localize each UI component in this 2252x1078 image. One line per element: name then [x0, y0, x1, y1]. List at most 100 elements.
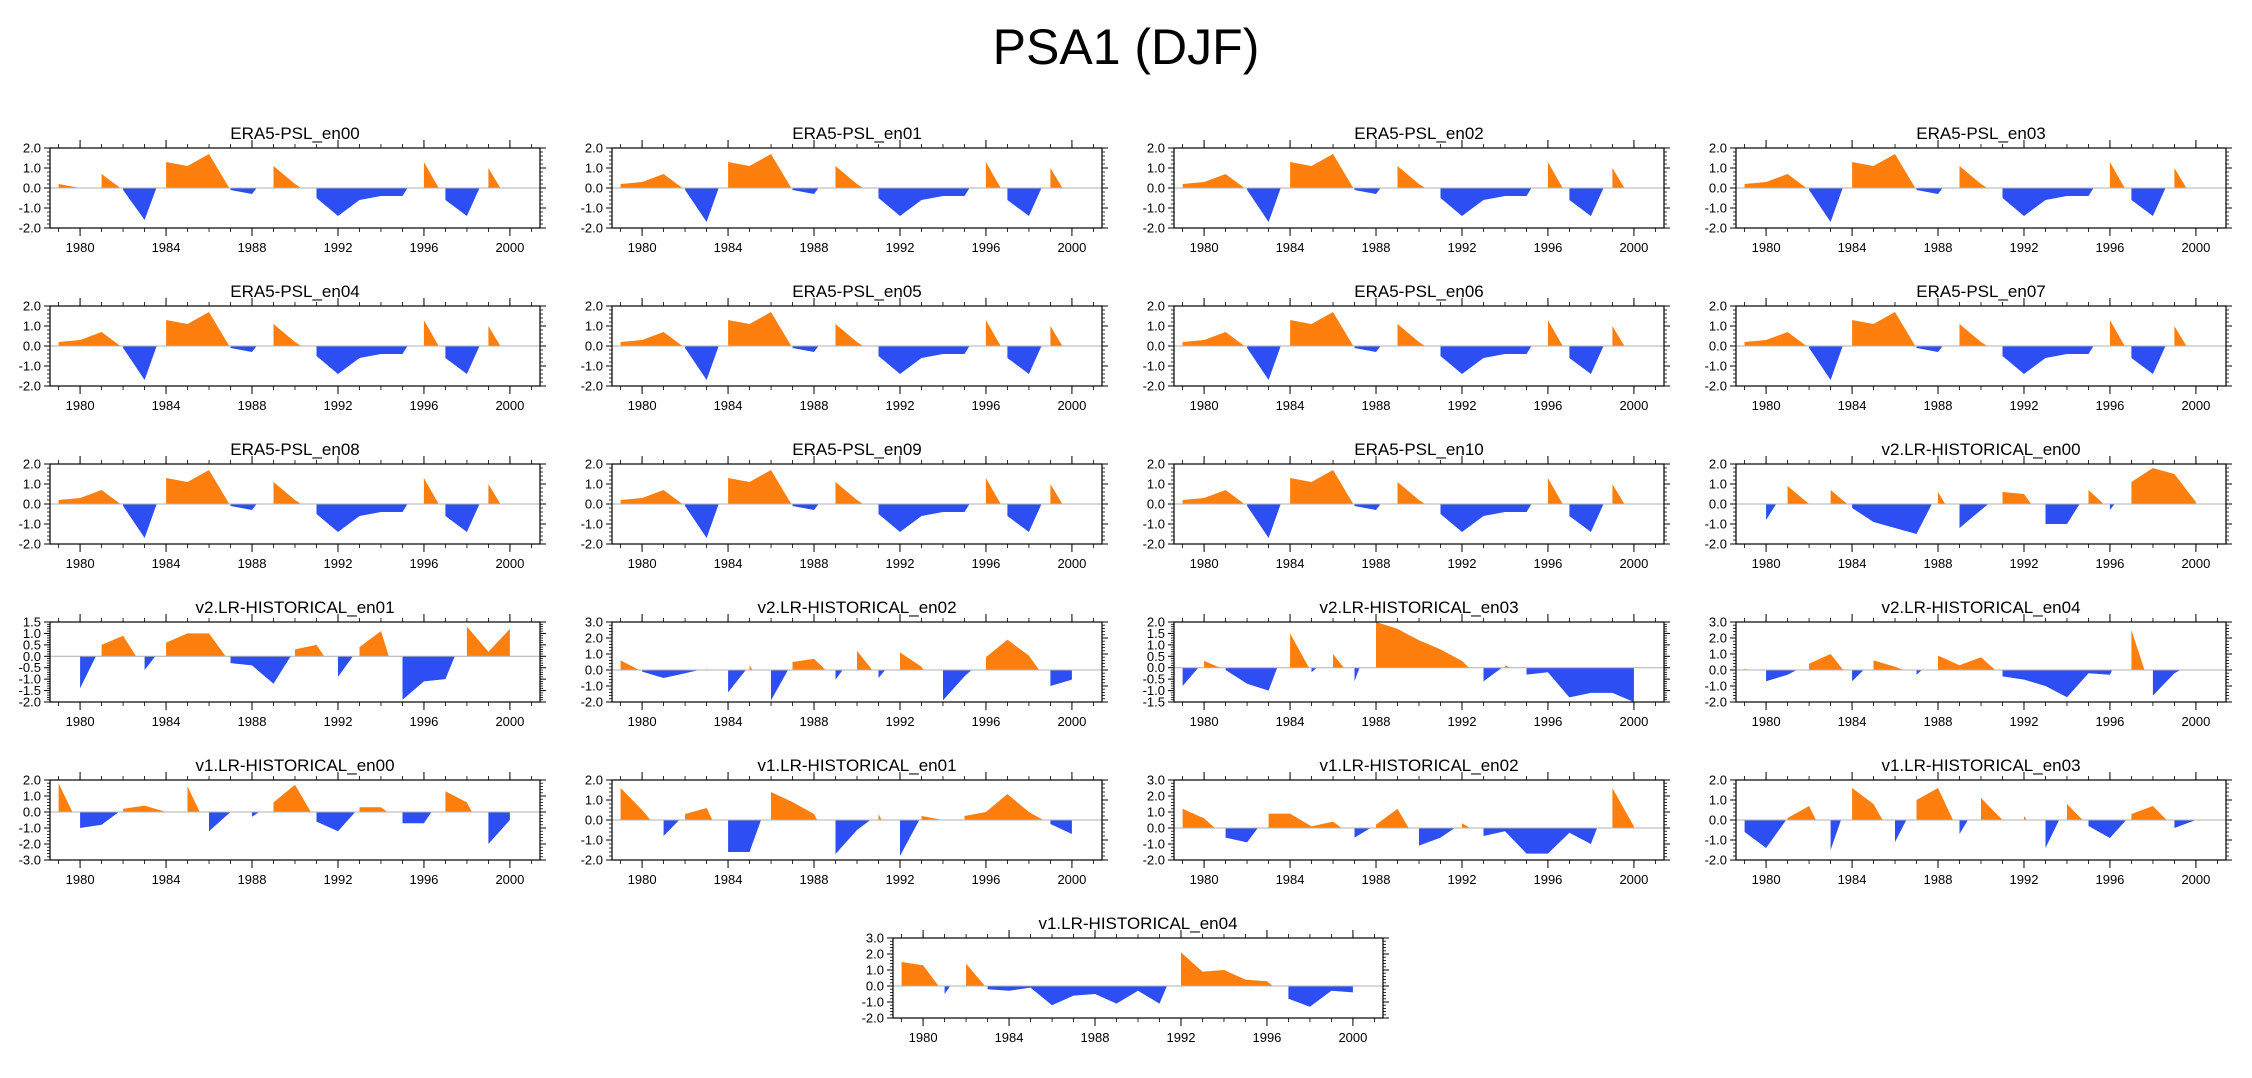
positive-anomaly-area	[1333, 654, 1344, 668]
negative-anomaly-area	[878, 188, 970, 216]
negative-anomaly-area	[445, 346, 480, 374]
x-tick-label: 1988	[1924, 240, 1953, 255]
x-tick-label: 1992	[886, 872, 915, 887]
positive-anomaly-area	[1290, 470, 1354, 504]
y-tick-label: 1.0	[23, 161, 41, 176]
positive-anomaly-area	[1744, 332, 1807, 346]
x-tick-label: 1988	[238, 240, 267, 255]
x-tick-label: 1984	[152, 872, 181, 887]
y-tick-label: -1.0	[1143, 201, 1165, 216]
y-tick-label: 2.0	[23, 299, 41, 314]
panel-title: v2.LR-HISTORICAL_en02	[757, 598, 956, 617]
y-tick-label: 0.0	[585, 813, 603, 828]
positive-anomaly-area	[771, 792, 818, 820]
positive-anomaly-area	[273, 324, 302, 346]
x-tick-label: 1984	[714, 398, 743, 413]
y-tick-label: 2.0	[1147, 457, 1165, 472]
x-tick-label: 1992	[2010, 240, 2039, 255]
y-tick-label: -1.0	[862, 995, 884, 1010]
panel-title: ERA5-PSL_en01	[792, 124, 921, 143]
positive-anomaly-area	[2109, 162, 2125, 188]
positive-anomaly-area	[423, 478, 439, 504]
panel: v2.LR-HISTORICAL_en011.51.00.50.0-0.5-1.…	[19, 598, 546, 729]
positive-anomaly-area	[1397, 482, 1426, 504]
y-tick-label: -2.0	[1705, 379, 1727, 394]
y-tick-label: -1.5	[1143, 695, 1165, 710]
y-tick-label: 1.0	[585, 647, 603, 662]
positive-anomaly-area	[273, 482, 302, 504]
negative-anomaly-area	[230, 656, 291, 684]
x-tick-label: 1984	[1276, 872, 1305, 887]
negative-anomaly-area	[1916, 346, 1943, 352]
x-tick-label: 1984	[1838, 398, 1867, 413]
x-tick-label: 1992	[2010, 398, 2039, 413]
x-tick-label: 2000	[2181, 398, 2210, 413]
negative-anomaly-area	[230, 188, 257, 194]
panel-title: ERA5-PSL_en06	[1354, 282, 1483, 301]
positive-anomaly-area	[1873, 660, 1904, 670]
negative-anomaly-area	[2045, 504, 2080, 524]
positive-anomaly-area	[985, 639, 1040, 670]
x-tick-label: 1988	[800, 714, 829, 729]
x-tick-label: 1992	[886, 556, 915, 571]
x-tick-label: 1992	[886, 240, 915, 255]
y-tick-label: 3.0	[585, 615, 603, 630]
x-tick-label: 1996	[971, 714, 1000, 729]
x-tick-label: 2000	[1057, 398, 1086, 413]
y-tick-label: 0.0	[866, 979, 884, 994]
negative-anomaly-area	[1050, 820, 1072, 834]
panel: v1.LR-HISTORICAL_en01 2.0 1.0 0.0 -1.0 -2.0 19…	[581, 756, 1108, 887]
negative-anomaly-area	[2002, 188, 2094, 216]
positive-anomaly-area	[273, 166, 302, 188]
x-tick-label: 1988	[238, 714, 267, 729]
y-tick-label: 1.0	[585, 477, 603, 492]
x-tick-label: 1988	[1362, 714, 1391, 729]
negative-anomaly-area	[1569, 188, 1604, 216]
y-tick-label: -2.0	[581, 695, 603, 710]
x-tick-label: 2000	[1619, 240, 1648, 255]
negative-anomaly-area	[1766, 504, 1777, 520]
positive-anomaly-area	[423, 320, 439, 346]
y-tick-label: 1.0	[1709, 161, 1727, 176]
y-tick-label: 0.0	[1147, 339, 1165, 354]
y-tick-label: 1.0	[1147, 161, 1165, 176]
negative-anomaly-area	[230, 346, 257, 352]
panel-title: v1.LR-HISTORICAL_en00	[195, 756, 394, 775]
y-tick-label: 0.0	[1147, 181, 1165, 196]
y-tick-label: 1.0	[23, 477, 41, 492]
y-tick-label: 0.5	[1147, 649, 1165, 664]
negative-anomaly-area	[878, 346, 970, 374]
y-tick-label: 0.0	[585, 663, 603, 678]
x-tick-label: 1996	[409, 240, 438, 255]
x-tick-label: 1988	[1924, 872, 1953, 887]
y-tick-label: 1.0	[1709, 477, 1727, 492]
positive-anomaly-area	[1547, 478, 1563, 504]
x-tick-label: 2000	[1057, 872, 1086, 887]
x-tick-label: 2000	[1057, 240, 1086, 255]
x-tick-label: 1984	[714, 872, 743, 887]
x-tick-label: 1996	[2095, 398, 2124, 413]
x-tick-label: 1984	[1838, 240, 1867, 255]
x-tick-label: 1988	[800, 398, 829, 413]
positive-anomaly-area	[878, 814, 882, 820]
y-tick-label: 0.0	[1709, 339, 1727, 354]
negative-anomaly-area	[144, 656, 156, 670]
negative-anomaly-area	[209, 812, 231, 832]
x-tick-label: 1996	[409, 398, 438, 413]
positive-anomaly-area	[488, 326, 501, 346]
negative-anomaly-area	[1311, 667, 1317, 673]
x-tick-label: 2000	[495, 398, 524, 413]
negative-anomaly-area	[1809, 188, 1843, 222]
negative-anomaly-area	[1419, 828, 1455, 846]
y-tick-label: 0.0	[23, 805, 41, 820]
positive-anomaly-area	[1787, 486, 1810, 504]
negative-anomaly-area	[1182, 667, 1199, 686]
y-tick-label: -1.0	[581, 359, 603, 374]
positive-anomaly-area	[620, 788, 651, 820]
y-tick-label: -1.0	[581, 201, 603, 216]
negative-anomaly-area	[252, 812, 260, 817]
x-tick-label: 1996	[971, 556, 1000, 571]
positive-anomaly-area	[1182, 490, 1245, 504]
negative-anomaly-area	[1809, 346, 1843, 380]
negative-anomaly-area	[316, 346, 408, 374]
